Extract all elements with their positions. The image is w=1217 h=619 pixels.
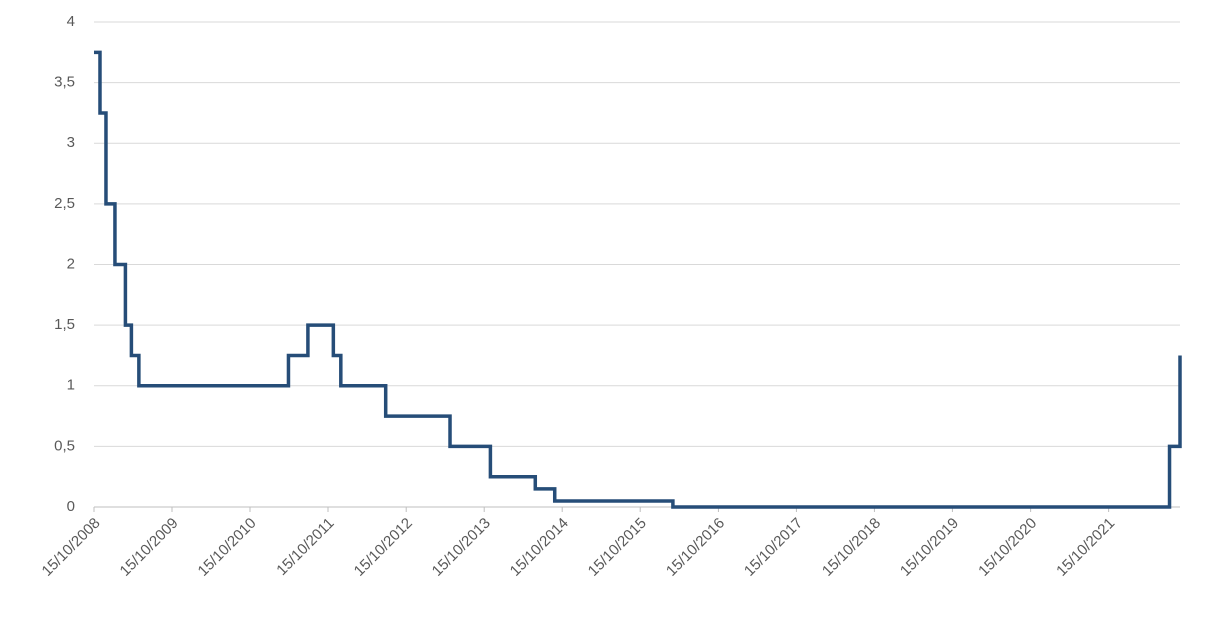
y-tick-label: 1,5 bbox=[54, 316, 75, 333]
x-tick-label: 15/10/2019 bbox=[897, 515, 962, 580]
x-tick-label: 15/10/2014 bbox=[507, 515, 572, 580]
x-tick-label: 15/10/2018 bbox=[819, 515, 884, 580]
y-tick-label: 3 bbox=[67, 134, 75, 151]
x-tick-label: 15/10/2015 bbox=[585, 515, 650, 580]
x-tick-label: 15/10/2011 bbox=[273, 515, 337, 579]
x-tick-label: 15/10/2009 bbox=[117, 515, 182, 580]
x-tick-label: 15/10/2008 bbox=[39, 515, 104, 580]
y-tick-label: 3,5 bbox=[54, 74, 75, 91]
y-tick-label: 4 bbox=[67, 13, 75, 30]
data-line bbox=[94, 50, 1182, 509]
y-tick-label: 2,5 bbox=[54, 195, 75, 212]
y-tick-label: 1 bbox=[67, 377, 75, 394]
y-tick-label: 2 bbox=[67, 255, 75, 272]
x-tick-label: 15/10/2010 bbox=[195, 515, 260, 580]
x-tick-label: 15/10/2016 bbox=[663, 515, 728, 580]
x-tick-label: 15/10/2012 bbox=[351, 515, 416, 580]
x-tick-label: 15/10/2013 bbox=[429, 515, 494, 580]
y-tick-label: 0,5 bbox=[54, 437, 75, 454]
y-tick-label: 0 bbox=[67, 498, 75, 515]
x-tick-label: 15/10/2017 bbox=[741, 515, 806, 580]
x-tick-label: 15/10/2021 bbox=[1053, 515, 1118, 580]
x-tick-label: 15/10/2020 bbox=[975, 515, 1040, 580]
